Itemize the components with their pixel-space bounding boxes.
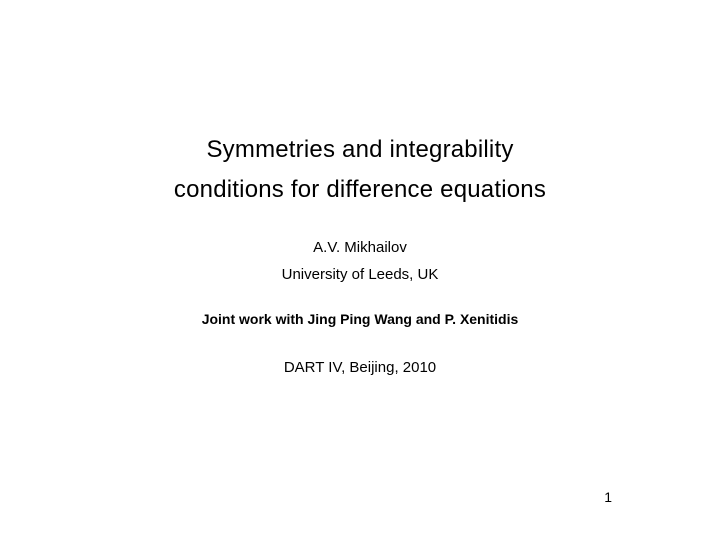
slide-page: Symmetries and integrability conditions … [0,0,720,557]
title-line-1: Symmetries and integrability [80,130,640,170]
title-line-2: conditions for difference equations [80,170,640,210]
collaboration-line: Joint work with Jing Ping Wang and P. Xe… [80,311,640,327]
page-number: 1 [604,489,612,505]
affiliation: University of Leeds, UK [80,266,640,283]
venue-line: DART IV, Beijing, 2010 [80,359,640,376]
author-name: A.V. Mikhailov [80,239,640,256]
